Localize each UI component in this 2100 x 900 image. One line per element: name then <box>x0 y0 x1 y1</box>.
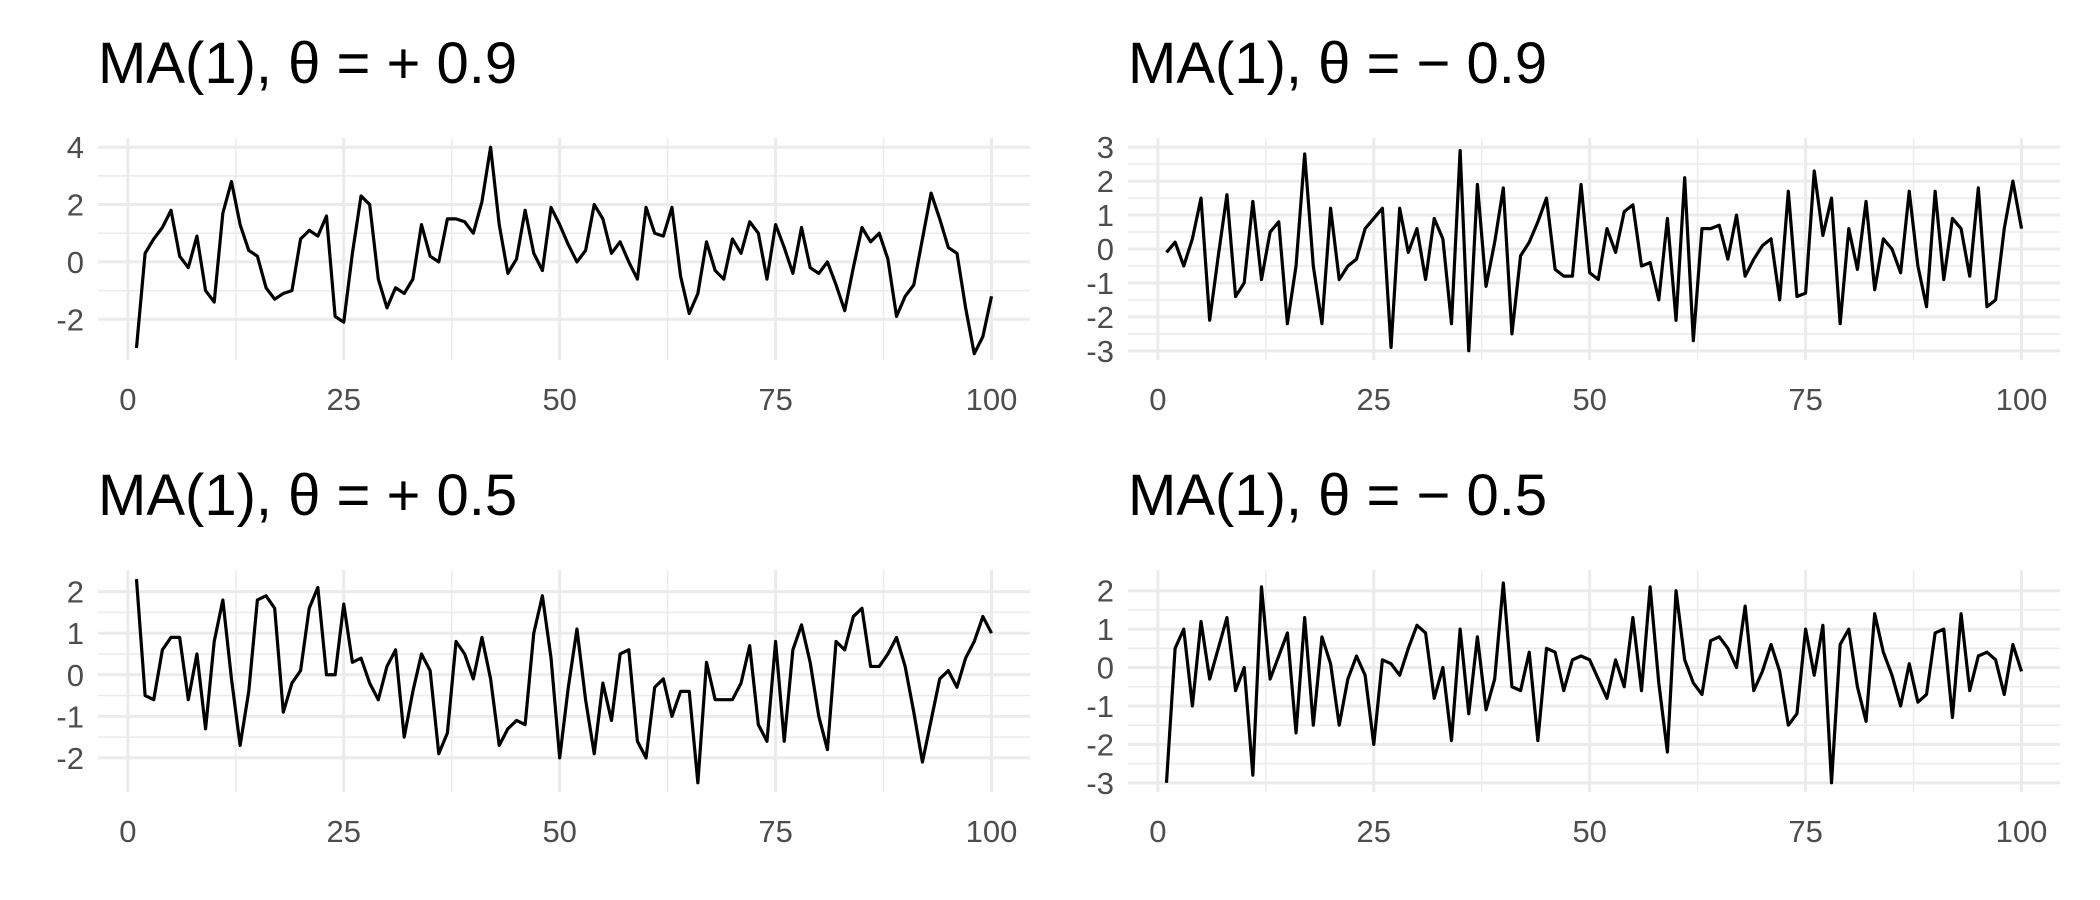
x-tick-label: 25 <box>1357 814 1391 849</box>
y-tick-label: -3 <box>1086 766 1114 801</box>
y-tick-label: 3 <box>1097 130 1114 165</box>
x-tick-label: 25 <box>1357 382 1391 417</box>
y-tick-label: 4 <box>67 130 84 165</box>
x-tick-label: 0 <box>1149 382 1166 417</box>
y-tick-label: 0 <box>1097 232 1114 267</box>
y-tick-label: -3 <box>1086 334 1114 369</box>
panel-title: MA(1), θ = + 0.5 <box>98 463 518 528</box>
y-tick-label: -2 <box>1086 300 1114 335</box>
y-tick-label: -2 <box>56 741 84 776</box>
chart-panel-0: -2 0 2 4 0 25 50 75 100 <box>56 130 1030 417</box>
x-tick-label: 50 <box>542 814 576 849</box>
x-tick-label: 0 <box>119 382 136 417</box>
x-tick-label: 50 <box>1572 814 1606 849</box>
x-tick-label: 75 <box>1788 814 1822 849</box>
y-tick-label: 2 <box>1097 164 1114 199</box>
panel-ma1-theta-minus-0-9: MA(1), θ = − 0.9 <box>1128 30 2078 450</box>
y-tick-label: 1 <box>1097 612 1114 647</box>
series-line <box>134 145 994 356</box>
series-line <box>1164 581 2024 785</box>
y-tick-label: 2 <box>67 575 84 610</box>
panel-ma1-theta-minus-0-5: MA(1), θ = − 0.5 <box>1128 462 2078 882</box>
x-tick-label: 100 <box>966 382 1018 417</box>
x-tick-label: 75 <box>758 382 792 417</box>
panel-ma1-theta-plus-0-9: MA(1), θ = + 0.9 <box>98 30 1048 450</box>
panel-title: MA(1), θ = + 0.9 <box>98 31 518 96</box>
x-tick-label: 100 <box>1996 814 2048 849</box>
x-tick-label: 25 <box>327 814 361 849</box>
panel-ma1-theta-plus-0-5: MA(1), θ = + 0.5 <box>98 462 1048 882</box>
y-tick-label: -2 <box>1086 727 1114 762</box>
y-tick-label: 2 <box>1097 574 1114 609</box>
x-tick-label: 25 <box>327 382 361 417</box>
series-line <box>1165 148 2024 353</box>
y-tick-label: 0 <box>1097 651 1114 686</box>
x-tick-label: 100 <box>966 814 1018 849</box>
x-tick-label: 75 <box>1788 382 1822 417</box>
y-tick-label: 1 <box>1097 198 1114 233</box>
series-line <box>134 579 993 785</box>
x-tick-label: 0 <box>1149 814 1166 849</box>
x-tick-label: 50 <box>542 382 576 417</box>
x-tick-label: 50 <box>1572 382 1606 417</box>
panel-title: MA(1), θ = − 0.9 <box>1128 31 1548 96</box>
x-tick-label: 75 <box>758 814 792 849</box>
panel-title: MA(1), θ = − 0.5 <box>1128 463 1548 528</box>
x-tick-label: 0 <box>119 814 136 849</box>
y-tick-label: -1 <box>1086 266 1114 301</box>
y-tick-label: -1 <box>56 699 84 734</box>
y-tick-label: -2 <box>56 302 84 337</box>
y-tick-label: -1 <box>1086 689 1114 724</box>
y-tick-label: 0 <box>67 245 84 280</box>
y-tick-label: 1 <box>67 616 84 651</box>
y-tick-label: 0 <box>67 658 84 693</box>
y-tick-label: 2 <box>67 188 84 223</box>
x-tick-label: 100 <box>1996 382 2048 417</box>
chart-panel-2: -2 -1 0 1 2 0 25 50 75 100 <box>56 570 1030 849</box>
